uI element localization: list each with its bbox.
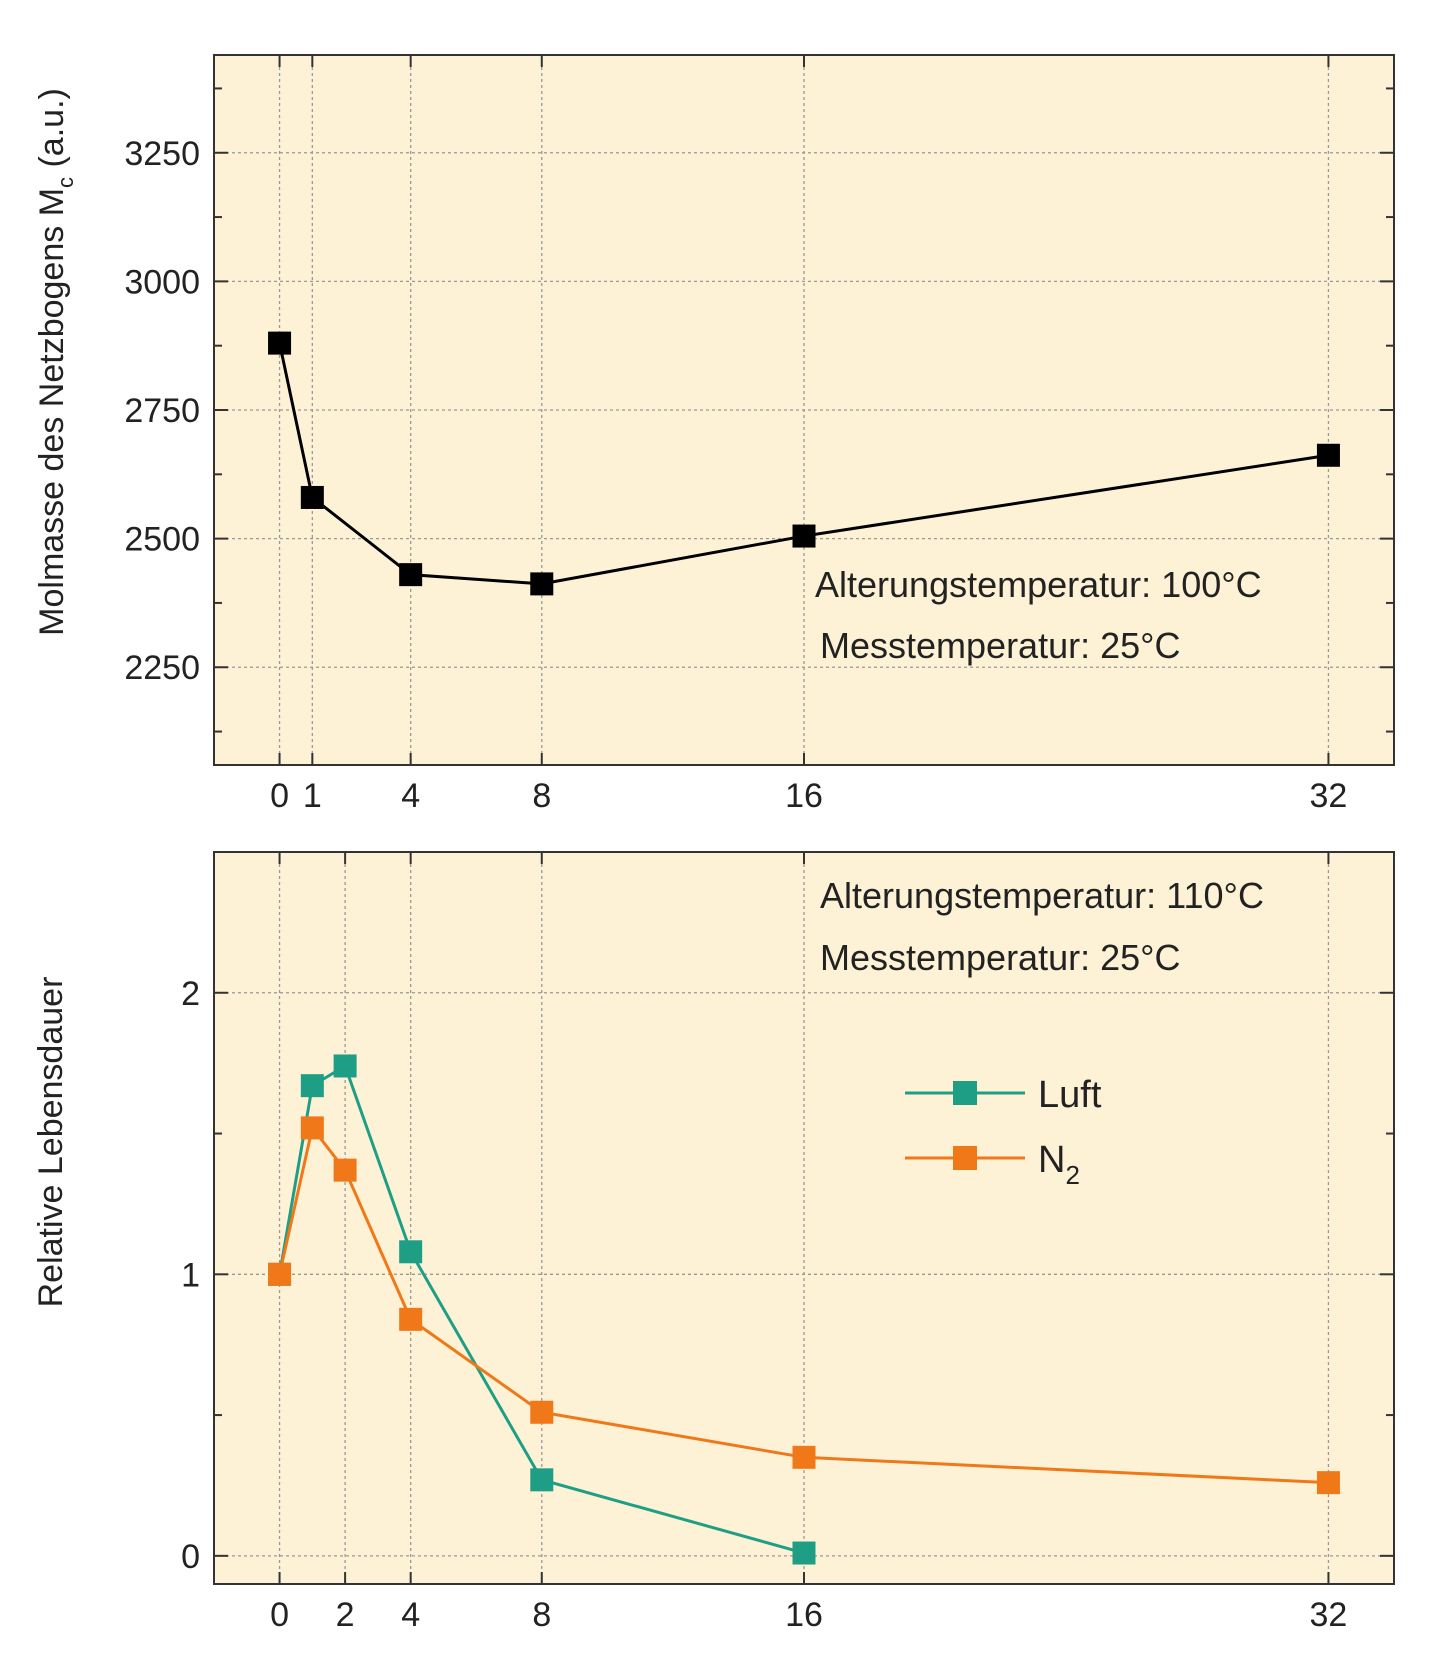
data-point [530, 572, 554, 596]
data-point [333, 1158, 357, 1182]
legend: Luft N2 [905, 1074, 1102, 1190]
legend-marker-luft [953, 1081, 977, 1105]
data-point [399, 1240, 423, 1264]
y-tick-label: 2250 [124, 649, 200, 687]
y-tick-label: 3000 [124, 263, 200, 301]
x-tick-label: 16 [785, 1596, 823, 1634]
axis-ticks: 0 1 4 8 16 32 2250 2500 2750 3000 3250 [124, 55, 1394, 815]
y-tick-label: 1 [181, 1256, 200, 1294]
data-point [399, 563, 423, 587]
series-lines [278, 342, 1329, 586]
y-tick-label: 2500 [124, 521, 200, 559]
data-point [268, 331, 292, 355]
y-tick-label: 0 [181, 1538, 200, 1576]
x-tick-label: 4 [401, 1596, 420, 1634]
data-point [300, 1116, 324, 1140]
data-point [268, 1262, 292, 1286]
series-markers [268, 1054, 1340, 1565]
x-tick-label: 32 [1310, 777, 1348, 815]
series-markers [268, 331, 1340, 596]
y-axis-label: Molmasse des Netzbogens Mc (a.u.) [33, 88, 78, 636]
annotation-aging-temp: Alterungstemperatur: 100°C [815, 564, 1262, 605]
data-point [792, 1445, 816, 1469]
x-tick-label: 32 [1310, 1596, 1348, 1634]
data-point [300, 485, 324, 509]
data-point [792, 1541, 816, 1565]
data-point [1316, 1471, 1340, 1495]
x-tick-label: 1 [303, 777, 322, 815]
x-tick-label: 8 [532, 777, 551, 815]
data-point [300, 1074, 324, 1098]
annotation-aging-temp: Alterungstemperatur: 110°C [820, 875, 1264, 916]
data-point [530, 1400, 554, 1424]
data-point [399, 1307, 423, 1331]
data-point [333, 1054, 357, 1078]
y-axis-label: Relative Lebensdauer [32, 977, 70, 1308]
legend-label-n2: N2 [1038, 1139, 1080, 1190]
annotation-measure-temp: Messtemperatur: 25°C [820, 625, 1181, 666]
y-tick-label: 2 [181, 975, 200, 1013]
series-line-0 [278, 342, 1329, 586]
data-point [792, 524, 816, 548]
data-point [530, 1468, 554, 1492]
x-tick-label: 0 [270, 1596, 289, 1634]
chart-relative-lifetime: 0 2 4 8 16 32 0 1 2 Relative Lebensdauer Alterun… [32, 851, 1395, 1634]
data-point [1316, 443, 1340, 467]
annotation-measure-temp: Messtemperatur: 25°C [820, 937, 1181, 978]
legend-marker-n2 [953, 1146, 977, 1170]
x-tick-label: 4 [401, 777, 420, 815]
x-tick-label: 0 [270, 777, 289, 815]
axis-ticks: 0 2 4 8 16 32 0 1 2 [181, 852, 1394, 1634]
y-tick-label: 3250 [124, 135, 200, 173]
x-tick-label: 8 [532, 1596, 551, 1634]
y-tick-label: 2750 [124, 392, 200, 430]
x-tick-label: 2 [336, 1596, 355, 1634]
chart-molar-mass: 0 1 4 8 16 32 2250 2500 2750 3000 3250 Molmasse de… [33, 54, 1395, 815]
x-tick-label: 16 [785, 777, 823, 815]
legend-label-luft: Luft [1038, 1074, 1102, 1116]
